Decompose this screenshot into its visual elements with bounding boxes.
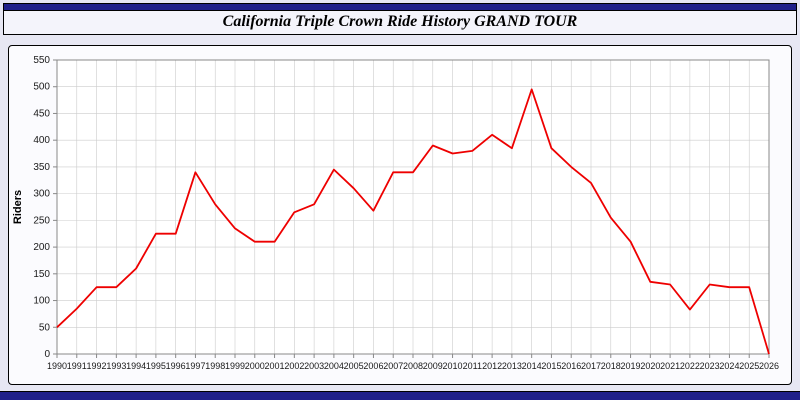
svg-text:1999: 1999 xyxy=(225,361,245,371)
svg-text:100: 100 xyxy=(33,296,50,307)
svg-text:2015: 2015 xyxy=(541,361,561,371)
svg-text:2008: 2008 xyxy=(403,361,423,371)
svg-text:2024: 2024 xyxy=(719,361,739,371)
svg-text:2013: 2013 xyxy=(502,361,522,371)
title-bar-top-strip xyxy=(4,4,796,11)
svg-text:450: 450 xyxy=(33,108,50,119)
svg-text:2011: 2011 xyxy=(463,361,482,371)
svg-text:2020: 2020 xyxy=(640,361,660,371)
svg-text:250: 250 xyxy=(33,215,50,226)
svg-text:2010: 2010 xyxy=(443,361,463,371)
svg-text:2021: 2021 xyxy=(660,361,680,371)
svg-text:2006: 2006 xyxy=(363,361,383,371)
svg-text:2000: 2000 xyxy=(245,361,265,371)
svg-text:1995: 1995 xyxy=(146,361,166,371)
svg-text:2018: 2018 xyxy=(601,361,621,371)
svg-text:50: 50 xyxy=(39,322,51,333)
svg-text:2016: 2016 xyxy=(561,361,581,371)
svg-text:2019: 2019 xyxy=(621,361,641,371)
svg-text:2004: 2004 xyxy=(324,361,344,371)
title-bar: California Triple Crown Ride History GRA… xyxy=(3,3,797,35)
svg-text:350: 350 xyxy=(33,162,50,173)
svg-text:2017: 2017 xyxy=(581,361,601,371)
svg-text:1996: 1996 xyxy=(166,361,186,371)
bottom-navy-bar xyxy=(0,391,800,400)
svg-text:1998: 1998 xyxy=(205,361,225,371)
svg-text:2001: 2001 xyxy=(265,361,285,371)
svg-text:2009: 2009 xyxy=(423,361,443,371)
svg-text:150: 150 xyxy=(33,269,50,280)
svg-text:2014: 2014 xyxy=(522,361,542,371)
svg-text:2007: 2007 xyxy=(383,361,403,371)
svg-text:1997: 1997 xyxy=(185,361,205,371)
svg-text:550: 550 xyxy=(33,55,50,66)
svg-text:1993: 1993 xyxy=(106,361,126,371)
svg-text:1990: 1990 xyxy=(47,361,67,371)
svg-text:2023: 2023 xyxy=(700,361,720,371)
svg-text:2003: 2003 xyxy=(304,361,324,371)
y-axis-label: Riders xyxy=(12,190,24,224)
svg-text:2025: 2025 xyxy=(739,361,759,371)
svg-text:1992: 1992 xyxy=(87,361,107,371)
svg-text:2002: 2002 xyxy=(284,361,304,371)
svg-text:2005: 2005 xyxy=(344,361,364,371)
svg-text:200: 200 xyxy=(33,242,50,253)
svg-text:2012: 2012 xyxy=(482,361,502,371)
svg-text:2022: 2022 xyxy=(680,361,700,371)
svg-text:500: 500 xyxy=(33,82,50,93)
svg-text:2026: 2026 xyxy=(759,361,779,371)
svg-text:300: 300 xyxy=(33,189,50,200)
svg-text:0: 0 xyxy=(44,349,50,360)
svg-text:400: 400 xyxy=(33,135,50,146)
svg-text:1991: 1991 xyxy=(67,361,87,371)
page-title: California Triple Crown Ride History GRA… xyxy=(222,13,578,30)
chart-panel: 0 50 100 150 200 250 300 350 400 450 500 550 1990 199… xyxy=(8,45,792,385)
svg-text:1994: 1994 xyxy=(126,361,146,371)
